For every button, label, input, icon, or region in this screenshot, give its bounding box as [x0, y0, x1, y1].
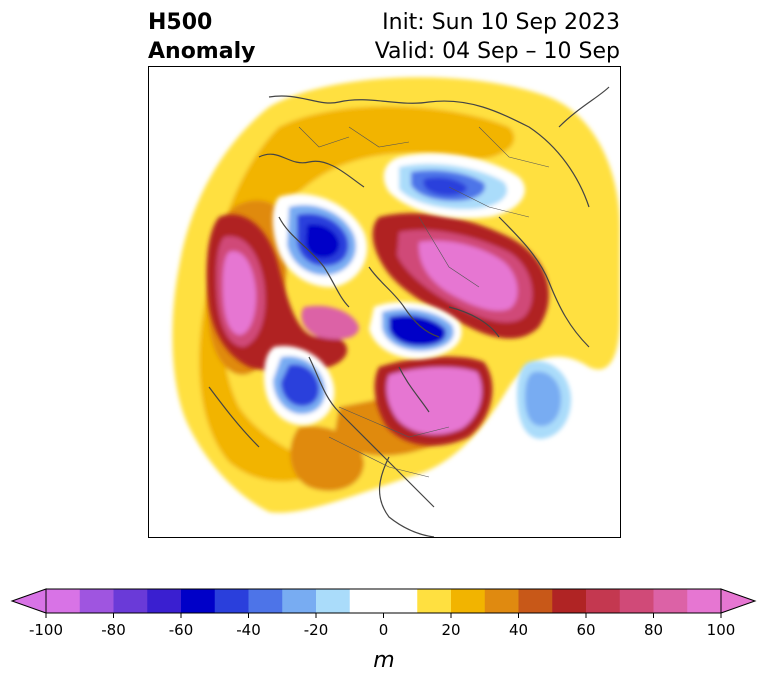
strong-positive-anomaly	[206, 213, 549, 446]
colorbar-swatch	[619, 589, 654, 613]
valid-label: Valid: 04 Sep – 10 Sep	[374, 39, 620, 64]
colorbar-tick-label: -20	[304, 621, 329, 639]
colorbar-swatch	[586, 589, 621, 613]
colorbar-tick-label: -100	[29, 621, 63, 639]
colorbar-tick-label: 100	[707, 621, 736, 639]
country-borders	[298, 126, 550, 478]
negative-anomaly-field	[264, 153, 572, 439]
colorbar-swatch	[349, 589, 418, 613]
colorbar-tick-label: 60	[576, 621, 595, 639]
colorbar-swatch	[687, 589, 722, 613]
colorbar-tick-label: -60	[169, 621, 194, 639]
colorbar-ticks: -100 -80 -60 -40 -20 0 20 40 60 80 100	[29, 613, 735, 639]
colorbar-tick-label: 0	[379, 621, 389, 639]
colorbar-tick-label: 80	[644, 621, 663, 639]
colorbar-swatches	[46, 589, 722, 613]
colorbar-swatch	[282, 589, 317, 613]
colorbar-swatch	[46, 589, 81, 613]
colorbar-swatch	[181, 589, 216, 613]
colorbar-swatch	[451, 589, 486, 613]
colorbar-swatch	[248, 589, 283, 613]
colorbar-swatch	[653, 589, 688, 613]
colorbar-swatch	[79, 589, 114, 613]
anomaly-map	[172, 77, 620, 537]
colorbar-min-extend	[10, 588, 47, 614]
colorbar-unit-label: m	[373, 648, 395, 673]
colorbar-tick-label: 40	[509, 621, 528, 639]
colorbar: -100 -80 -60 -40 -20 0 20 40 60 80 100	[10, 588, 757, 639]
map-title: H500 Anomaly	[148, 8, 255, 66]
init-label: Init: Sun 10 Sep 2023	[382, 10, 620, 35]
colorbar-swatch	[147, 589, 182, 613]
title-line-2: Anomaly	[148, 39, 256, 64]
colorbar-tick-label: -40	[236, 621, 261, 639]
colorbar-swatch	[484, 589, 519, 613]
colorbar-swatch	[214, 589, 249, 613]
colorbar-swatch	[316, 589, 351, 613]
colorbar-tick-label: -80	[101, 621, 126, 639]
colorbar-swatch	[518, 589, 553, 613]
title-line-1: H500	[148, 10, 213, 35]
colorbar-swatch	[113, 589, 148, 613]
colorbar-swatch	[417, 589, 452, 613]
colorbar-max-extend	[720, 588, 757, 614]
colorbar-tick-label: 20	[441, 621, 460, 639]
map-subtitle: Init: Sun 10 Sep 2023 Valid: 04 Sep – 10…	[375, 8, 620, 66]
map-panel	[148, 66, 621, 538]
coastlines	[208, 86, 610, 537]
colorbar-swatch	[552, 589, 587, 613]
